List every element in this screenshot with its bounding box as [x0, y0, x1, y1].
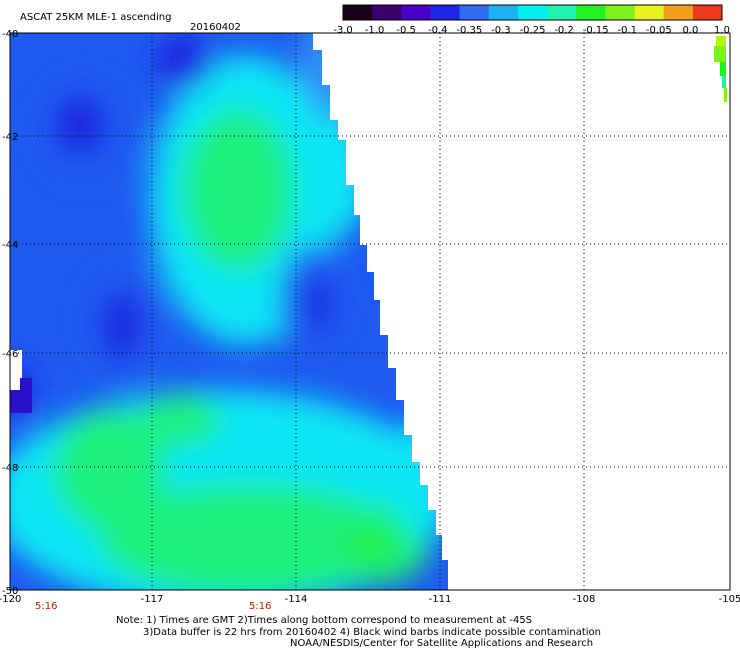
date-label: 20160402	[190, 22, 241, 33]
lon-label: -120	[0, 594, 21, 605]
lat-label: -48	[2, 463, 18, 474]
time-label-1: 5:16	[35, 601, 57, 612]
colorbar-swatch	[634, 5, 665, 20]
colorbar-label: -0.25	[520, 25, 546, 36]
lon-label: -117	[141, 594, 164, 605]
colorbar-label: 0.0	[682, 25, 698, 36]
colorbar-label: -0.15	[583, 25, 609, 36]
lon-label: -114	[285, 594, 308, 605]
colorbar	[342, 4, 723, 21]
lat-label: -44	[2, 240, 18, 251]
colorbar-label: -0.3	[491, 25, 511, 36]
map-frame	[9, 32, 731, 591]
colorbar-swatch	[663, 5, 694, 20]
colorbar-swatch	[372, 5, 402, 20]
latitude-labels: -40 -42 -44 -46 -48 -50	[2, 29, 18, 597]
colorbar-swatch	[576, 5, 606, 20]
lon-label: -111	[429, 594, 452, 605]
colorbar-label: -0.35	[456, 25, 482, 36]
note-line-3: NOAA/NESDIS/Center for Satellite Applica…	[290, 638, 594, 649]
lat-label: -42	[2, 132, 18, 143]
colorbar-labels: -3.0 -1.0 -0.5 -0.4 -0.35 -0.3 -0.25 -0.2 -0.15-…	[333, 25, 730, 36]
lon-label: -105	[719, 594, 740, 605]
colorbar-swatch	[517, 5, 548, 20]
colorbar-label: -1.0	[365, 25, 385, 36]
lat-label: -40	[2, 29, 18, 40]
colorbar-label: -0.05	[646, 25, 672, 36]
colorbar-swatch	[401, 5, 431, 20]
longitude-labels: -120 -117 -114 -111 -108 -105	[0, 594, 740, 605]
product-title: ASCAT 25KM MLE-1 ascending	[20, 12, 171, 23]
lat-label: -46	[2, 349, 18, 360]
east-edge-pixels	[714, 36, 727, 102]
lat-label: -50	[2, 586, 18, 597]
colorbar-swatch	[547, 5, 577, 20]
colorbar-swatch	[605, 5, 636, 20]
colorbar-label: -0.5	[396, 25, 416, 36]
colorbar-label: -3.0	[333, 25, 353, 36]
note-line-1: Note: 1) Times are GMT 2)Times along bot…	[116, 615, 533, 626]
colorbar-swatch	[430, 5, 461, 20]
colorbar-swatch	[692, 5, 723, 20]
time-label-2: 5:16	[249, 601, 271, 612]
colorbar-label: 1.0	[714, 25, 730, 36]
wind-swath	[10, 33, 448, 590]
lon-label: -108	[573, 594, 596, 605]
note-line-2: 3)Data buffer is 22 hrs from 20160402 4)…	[143, 627, 601, 638]
colorbar-label: -0.1	[617, 25, 637, 36]
colorbar-label: -0.4	[428, 25, 448, 36]
colorbar-label: -0.2	[554, 25, 574, 36]
lat-lon-grid	[10, 33, 730, 590]
colorbar-swatch	[459, 5, 490, 20]
colorbar-swatch	[343, 5, 373, 20]
colorbar-swatch	[488, 5, 519, 20]
